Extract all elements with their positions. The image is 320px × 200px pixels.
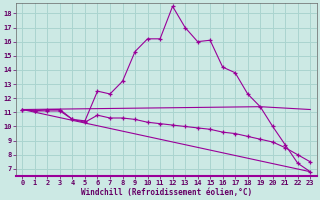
X-axis label: Windchill (Refroidissement éolien,°C): Windchill (Refroidissement éolien,°C) — [81, 188, 252, 197]
